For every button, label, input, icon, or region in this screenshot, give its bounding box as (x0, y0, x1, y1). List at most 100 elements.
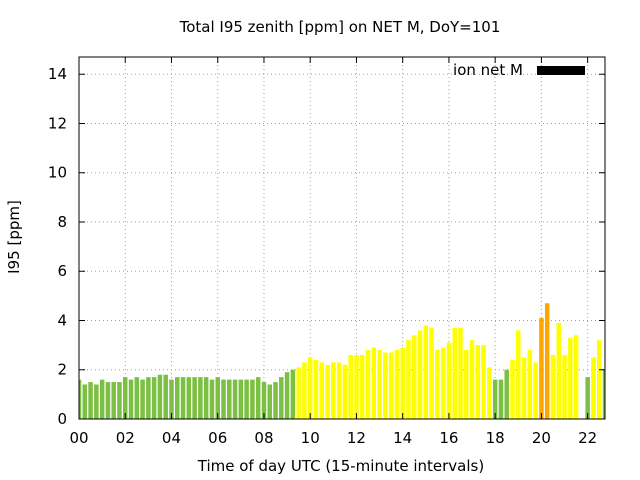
bar (568, 337, 573, 419)
y-tick-label: 14 (48, 65, 67, 83)
x-tick-label: 14 (393, 429, 412, 447)
bar (140, 379, 145, 419)
bar (527, 350, 533, 419)
bar (261, 382, 267, 419)
y-tick-label: 8 (57, 213, 67, 231)
bar (117, 382, 122, 419)
legend: ion net M (453, 61, 585, 79)
x-tick-label: 00 (69, 429, 88, 447)
bar (227, 379, 232, 419)
bar (562, 354, 567, 419)
y-tick-label: 6 (57, 262, 67, 280)
bar (458, 327, 463, 419)
bar (354, 354, 359, 419)
bar (550, 354, 556, 419)
bar (475, 345, 481, 419)
bar (371, 347, 377, 419)
grid-lines (79, 57, 605, 419)
bar (79, 379, 82, 419)
bar (383, 352, 388, 419)
bar (169, 379, 174, 419)
bar (94, 384, 99, 419)
x-tick-label: 16 (439, 429, 458, 447)
bar (319, 362, 325, 419)
bar (134, 377, 140, 419)
bar (284, 372, 290, 419)
bar (302, 362, 307, 419)
bar (105, 382, 111, 419)
bar (377, 350, 382, 419)
bar (591, 357, 596, 419)
x-tick-label: 18 (486, 429, 505, 447)
bar (394, 350, 400, 419)
y-tick-label: 4 (57, 311, 67, 329)
x-tick-label: 08 (254, 429, 273, 447)
bar (88, 382, 93, 419)
bar (279, 377, 284, 419)
bar (342, 364, 348, 419)
y-tick-label: 0 (57, 410, 67, 428)
bar (348, 354, 353, 419)
y-axis-label: I95 [ppm] (5, 200, 23, 274)
bar (596, 340, 602, 419)
bar (411, 335, 417, 419)
bar (128, 379, 134, 419)
bar (487, 367, 492, 419)
bar (331, 362, 336, 419)
bar (307, 357, 313, 419)
x-tick-label: 20 (532, 429, 551, 447)
bar (533, 362, 538, 419)
bar (198, 377, 203, 419)
x-tick-label: 04 (162, 429, 181, 447)
bar (573, 335, 579, 419)
legend-swatch (537, 66, 585, 75)
bar (221, 379, 226, 419)
bar (400, 347, 405, 419)
bar (492, 379, 498, 419)
x-tick-label: 06 (208, 429, 227, 447)
bar (175, 377, 180, 419)
bar (238, 379, 244, 419)
bar (146, 377, 151, 419)
y-tick-label: 12 (48, 114, 67, 132)
bar (429, 327, 434, 419)
bar (151, 377, 157, 419)
bar (192, 377, 197, 419)
bar (325, 364, 330, 419)
bar (255, 377, 261, 419)
bar (585, 377, 590, 419)
bar (250, 379, 255, 419)
bar (122, 377, 128, 419)
bar (209, 379, 215, 419)
x-tick-label: 12 (347, 429, 366, 447)
bar (417, 330, 423, 419)
bar (99, 379, 105, 419)
bar (452, 327, 457, 419)
bar (273, 382, 278, 419)
x-axis-label: Time of day UTC (15-minute intervals) (197, 457, 484, 475)
bar (232, 379, 238, 419)
x-tick-label: 10 (301, 429, 320, 447)
bar (267, 384, 273, 419)
bar (504, 369, 509, 419)
bar (556, 322, 562, 419)
bar (313, 359, 319, 419)
bar (423, 325, 429, 419)
bar (82, 384, 88, 419)
bar (290, 369, 296, 419)
plot-frame (78, 56, 606, 420)
y-tick-label: 10 (48, 164, 67, 182)
bar (215, 377, 220, 419)
x-tick-label: 02 (116, 429, 135, 447)
bar (244, 379, 249, 419)
bar (388, 352, 394, 419)
bar (359, 354, 365, 419)
bar (464, 350, 469, 419)
y-tick-label: 2 (57, 361, 67, 379)
bars (79, 303, 605, 419)
bar (440, 347, 446, 419)
bar (498, 379, 504, 419)
bar (163, 374, 168, 419)
